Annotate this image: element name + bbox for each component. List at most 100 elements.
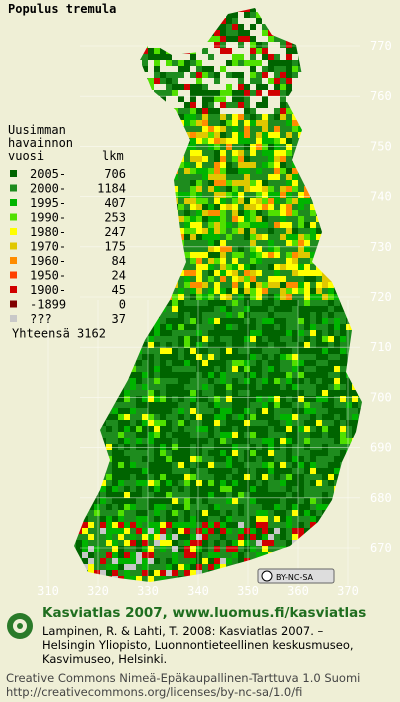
grid-cell (328, 414, 334, 420)
grid-cell (238, 342, 244, 348)
grid-cell (244, 288, 250, 294)
grid-cell (238, 264, 244, 270)
grid-cell (298, 450, 304, 456)
grid-cell (262, 24, 268, 30)
grid-cell (346, 156, 352, 162)
grid-cell (202, 108, 208, 114)
grid-cell (100, 72, 106, 78)
grid-cell (154, 234, 160, 240)
grid-cell (226, 270, 232, 276)
grid-cell (74, 108, 76, 114)
grid-cell (334, 486, 340, 492)
grid-cell (118, 504, 124, 510)
logo (7, 613, 33, 639)
grid-cell (130, 324, 136, 330)
grid-cell (328, 282, 334, 288)
grid-cell (292, 456, 298, 462)
grid-cell (322, 270, 328, 276)
grid-cell (76, 276, 82, 282)
grid-cell (142, 78, 148, 84)
grid-cell (74, 498, 76, 504)
grid-cell (142, 348, 148, 354)
grid-cell (310, 480, 316, 486)
grid-cell (124, 402, 130, 408)
grid-cell (202, 558, 208, 564)
grid-cell (250, 36, 256, 42)
grid-cell (74, 168, 76, 174)
grid-cell (268, 186, 274, 192)
grid-cell (268, 132, 274, 138)
grid-cell (142, 576, 148, 582)
grid-cell (298, 258, 304, 264)
grid-cell (88, 180, 94, 186)
grid-cell (262, 168, 268, 174)
grid-cell (352, 174, 358, 180)
grid-cell (136, 546, 142, 552)
legend-swatch (10, 184, 17, 192)
grid-cell (112, 384, 118, 390)
grid-cell (226, 486, 232, 492)
grid-cell (184, 342, 190, 348)
grid-cell (118, 582, 124, 588)
grid-cell (316, 72, 322, 78)
grid-cell (322, 528, 328, 534)
grid-cell (256, 372, 262, 378)
grid-cell (82, 156, 88, 162)
grid-cell (262, 354, 268, 360)
grid-cell (280, 558, 286, 564)
grid-cell (328, 240, 334, 246)
grid-cell (118, 534, 124, 540)
grid-cell (334, 336, 340, 342)
grid-cell (340, 402, 346, 408)
grid-cell (184, 24, 190, 30)
grid-cell (256, 282, 262, 288)
grid-cell (358, 426, 362, 432)
grid-cell (256, 84, 262, 90)
grid-cell (214, 576, 220, 582)
grid-cell (112, 354, 118, 360)
grid-cell (352, 546, 358, 552)
grid-cell (196, 366, 202, 372)
grid-cell (364, 510, 370, 516)
grid-cell (244, 258, 250, 264)
grid-cell (250, 216, 256, 222)
grid-cell (74, 486, 76, 492)
grid-cell (316, 306, 322, 312)
grid-cell (352, 102, 358, 108)
grid-cell (286, 318, 292, 324)
grid-cell (250, 384, 256, 390)
grid-cell (148, 180, 154, 186)
grid-cell (74, 378, 76, 384)
grid-cell (232, 18, 238, 24)
grid-cell (340, 318, 346, 324)
grid-cell (106, 480, 112, 486)
grid-cell (310, 420, 316, 426)
grid-cell (310, 432, 316, 438)
grid-cell (244, 96, 250, 102)
grid-cell (178, 522, 184, 528)
grid-cell (310, 234, 316, 240)
grid-cell (274, 108, 280, 114)
grid-cell (310, 12, 316, 18)
grid-cell (100, 564, 106, 570)
grid-cell (274, 330, 280, 336)
grid-cell (310, 90, 316, 96)
grid-cell (352, 462, 358, 468)
grid-cell (286, 426, 292, 432)
grid-cell (160, 462, 166, 468)
east-label: 360 (287, 584, 309, 598)
grid-cell (74, 156, 76, 162)
grid-cell (328, 426, 334, 432)
grid-cell (298, 120, 304, 126)
grid-cell (340, 570, 346, 576)
grid-cell (136, 396, 142, 402)
grid-cell (298, 324, 304, 330)
grid-cell (238, 396, 244, 402)
grid-cell (358, 408, 362, 414)
grid-cell (88, 456, 94, 462)
grid-cell (184, 234, 190, 240)
legend-count: 1184 (97, 182, 126, 196)
grid-cell (82, 474, 88, 480)
grid-cell (136, 240, 142, 246)
grid-cell (298, 360, 304, 366)
